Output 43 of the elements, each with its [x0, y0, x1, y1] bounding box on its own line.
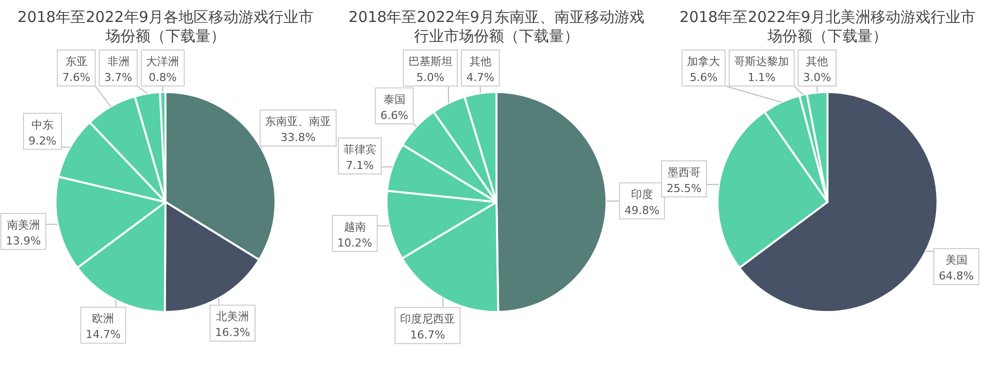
slice-label: 非洲: [107, 55, 130, 68]
slice-label: 中东: [31, 118, 54, 132]
data-label: 33.8%: [280, 130, 316, 144]
slice-label: 其他: [469, 55, 492, 68]
slice-label: 菲律宾: [343, 142, 376, 156]
slice-label: 印度尼西亚: [400, 312, 456, 326]
slice-label: 巴基斯坦: [408, 55, 452, 68]
slice-label: 东南亚、南亚: [265, 114, 332, 128]
data-label: 14.7%: [86, 328, 121, 342]
data-label: 16.3%: [215, 326, 250, 340]
slice-label: 哥斯达黎加: [734, 55, 790, 68]
data-label: 3.0%: [803, 71, 832, 84]
slice-label: 印度: [630, 188, 653, 201]
data-label: 10.2%: [337, 236, 372, 250]
slice-label: 加拿大: [687, 55, 720, 68]
data-label: 16.7%: [410, 328, 446, 342]
data-label: 25.5%: [666, 182, 702, 195]
chart-title: 2018年至2022年9月各地区移动游戏行业市场份额（下载量）: [18, 8, 314, 45]
data-label: 7.6%: [62, 71, 90, 84]
data-label: 49.8%: [624, 204, 660, 217]
slice-label: 其他: [806, 55, 828, 68]
data-label: 13.9%: [6, 234, 41, 248]
data-label: 4.7%: [466, 71, 494, 84]
data-label: 64.8%: [938, 270, 974, 283]
chart-title: 2018年至2022年9月东南亚、南亚移动游戏行业市场份额（下载量）: [348, 8, 644, 45]
slice-label: 大洋洲: [146, 55, 180, 68]
slice-label: 美国: [945, 254, 968, 267]
data-label: 9.2%: [28, 134, 56, 148]
data-label: 7.1%: [346, 158, 374, 172]
data-label: 5.6%: [690, 71, 718, 84]
slice-label: 东亚: [65, 55, 88, 68]
data-label: 0.8%: [148, 71, 177, 84]
data-label: 3.7%: [104, 71, 132, 84]
slice-label: 泰国: [383, 92, 406, 106]
slice-label: 南美洲: [6, 218, 40, 232]
slice-label: 越南: [344, 220, 366, 234]
data-label: 1.1%: [748, 71, 776, 84]
data-label: 6.6%: [380, 108, 408, 122]
slice-label: 墨西哥: [668, 166, 701, 179]
slice-label: 欧洲: [92, 312, 114, 326]
data-label: 5.0%: [416, 71, 444, 84]
slice-label: 北美洲: [216, 310, 250, 324]
chart-title: 2018年至2022年9月北美洲移动游戏行业市场份额（下载量）: [680, 8, 976, 45]
